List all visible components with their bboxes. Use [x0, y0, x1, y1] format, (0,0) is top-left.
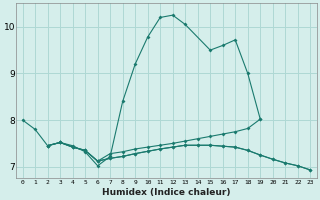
X-axis label: Humidex (Indice chaleur): Humidex (Indice chaleur): [102, 188, 231, 197]
